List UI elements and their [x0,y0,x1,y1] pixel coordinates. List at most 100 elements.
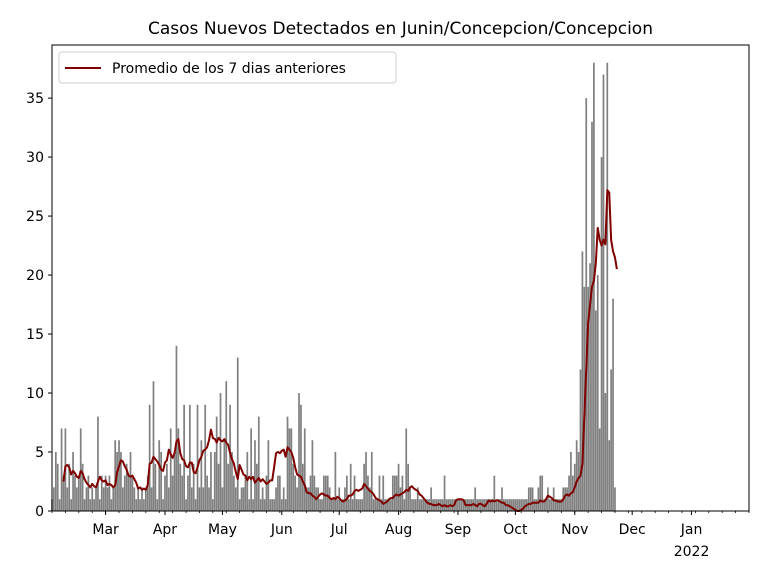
bar [169,428,172,511]
bar [489,499,492,511]
x-tick-label: Jul [330,522,348,538]
bar [426,499,429,511]
bar [66,487,69,511]
bar [167,487,170,511]
bar [441,499,444,511]
bar [414,499,417,511]
bar [369,487,371,511]
bar [357,499,360,511]
bar [330,499,333,511]
x-tick-label: May [208,522,237,538]
bar [313,475,316,511]
bar [403,499,406,511]
bar [171,475,174,511]
bar [501,487,503,511]
bar [298,393,300,511]
bar [608,440,611,511]
y-tick-label: 15 [26,327,44,343]
bar [374,499,377,511]
bar [248,499,251,511]
bar [539,475,542,511]
bar [527,487,530,511]
bar [187,475,189,511]
bar [215,416,218,511]
bar [231,452,233,511]
bar [76,487,78,511]
bar [437,499,440,511]
bar [120,452,122,511]
bar [340,499,342,511]
bar [85,487,88,511]
bar [190,487,193,511]
bar [353,475,356,511]
bar [391,475,394,511]
bar [512,499,515,511]
bar [292,463,295,511]
bar [311,440,314,511]
bar [110,499,113,511]
bar [74,475,76,511]
bar [143,499,145,511]
bar [81,463,84,511]
bar [390,499,392,511]
x-tick-label: Sep [445,522,472,538]
bar [545,499,547,511]
bar [225,381,228,511]
bar [89,499,92,511]
bar [560,499,563,511]
bar [106,487,109,511]
bar [480,499,482,511]
bar [462,499,465,511]
bar [499,499,501,511]
bar [382,475,385,511]
bar [587,286,590,511]
bar [133,487,136,511]
bar [491,499,494,511]
bar [265,475,268,511]
bar [294,475,297,511]
bar [100,475,103,511]
bar [296,487,298,511]
bar [87,475,90,511]
bar [537,487,540,511]
bar [223,440,226,511]
bar [125,463,128,511]
bar [518,499,521,511]
y-tick-label: 35 [26,91,44,107]
bar [424,499,427,511]
bar [282,487,285,511]
bar [351,499,354,511]
bar [321,499,323,511]
bar [259,499,262,511]
bar [349,463,352,511]
bar [342,499,344,511]
bar [286,416,289,511]
bar [288,428,291,511]
bar [116,452,118,511]
bar [413,499,415,511]
bar [189,404,191,511]
bar [234,487,237,511]
bar [393,475,396,511]
bar [227,463,230,511]
bar [162,499,164,511]
bar [459,499,461,511]
bar [72,452,74,511]
bar [175,345,178,511]
y-tick-label: 30 [26,150,44,166]
bar [359,499,362,511]
bar [211,499,214,511]
bar [395,475,398,511]
bar [60,428,63,511]
bar [524,499,526,511]
bar [455,499,457,511]
bar [54,452,57,511]
bar [254,440,256,511]
bar [62,475,65,511]
bar [591,121,593,512]
bar [233,475,235,511]
bar [317,487,320,511]
bar [246,452,249,511]
bar [447,499,450,511]
bar [91,487,94,511]
